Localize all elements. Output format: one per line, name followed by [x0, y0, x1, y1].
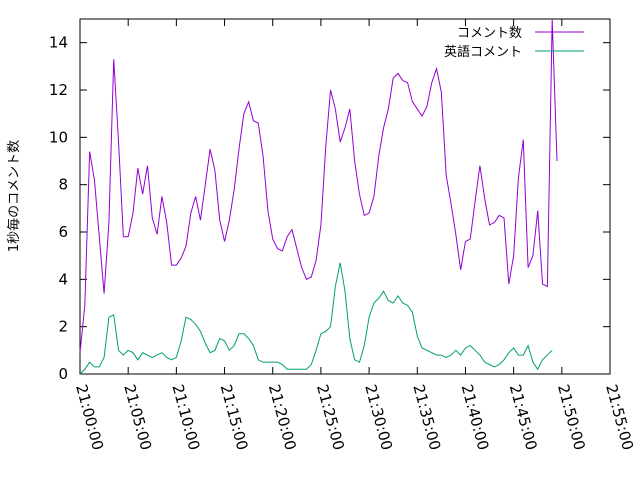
- y-tick-label: 4: [58, 270, 68, 288]
- x-tick-label: 21:45:00: [506, 382, 541, 452]
- x-tick-label: 21:20:00: [265, 382, 300, 452]
- x-tick-label: 21:55:00: [602, 382, 637, 452]
- y-tick-label: 6: [58, 223, 68, 241]
- y-tick-label: 0: [58, 365, 68, 383]
- y-tick-label: 10: [49, 128, 68, 146]
- y-tick-label: 14: [49, 34, 68, 52]
- series-line-1: [79, 18, 558, 353]
- x-tick-label: 21:10:00: [168, 382, 203, 452]
- legend-label: 英語コメント: [444, 44, 522, 60]
- x-tick-label: 21:35:00: [409, 382, 444, 452]
- series-line-2: [79, 262, 553, 375]
- x-tick-label: 21:30:00: [361, 382, 396, 452]
- plot-frame: [79, 18, 611, 375]
- x-tick-label: 21:50:00: [554, 382, 589, 452]
- y-tick-label: 12: [49, 81, 68, 99]
- x-tick-label: 21:15:00: [217, 382, 252, 452]
- x-tick-label: 21:00:00: [72, 382, 107, 452]
- y-axis-label: 1秒毎のコメント数: [6, 140, 22, 252]
- x-tick-label: 21:40:00: [458, 382, 493, 452]
- x-tick-label: 21:25:00: [313, 382, 348, 452]
- y-tick-label: 2: [58, 318, 68, 336]
- legend-label: コメント数: [457, 26, 522, 41]
- y-tick-label: 8: [58, 176, 68, 194]
- x-tick-label: 21:05:00: [120, 382, 155, 452]
- series-lines: [79, 18, 558, 375]
